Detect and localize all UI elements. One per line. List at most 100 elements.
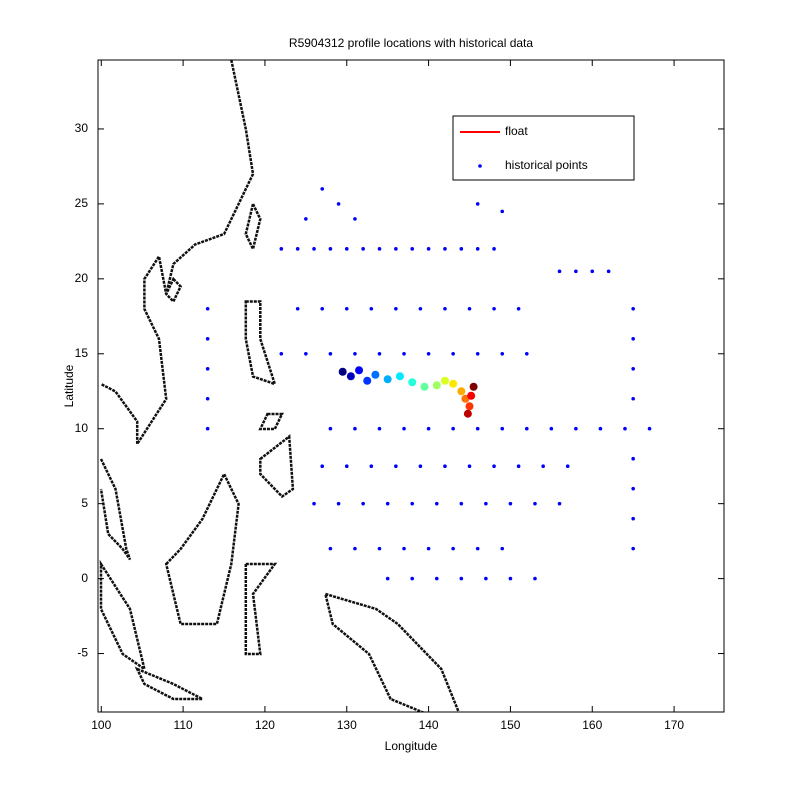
historical-point <box>475 247 480 251</box>
historical-point <box>418 464 423 468</box>
historical-point <box>295 247 300 251</box>
historical-point <box>557 269 562 274</box>
float-point <box>469 382 478 391</box>
historical-point <box>410 501 415 506</box>
coastline <box>244 300 277 386</box>
coastlines <box>99 60 461 712</box>
x-tick-label: 130 <box>337 718 357 732</box>
x-tick-label: 170 <box>664 718 684 732</box>
historical-point <box>467 307 472 311</box>
historical-point <box>328 351 333 356</box>
historical-point <box>443 464 447 468</box>
coastline <box>164 276 183 304</box>
historical-point <box>574 269 578 274</box>
historical-point <box>385 501 390 506</box>
y-axis-label: Latitude <box>62 364 76 407</box>
legend-box <box>452 115 635 181</box>
coastline <box>323 592 461 712</box>
historical-point <box>434 501 439 506</box>
historical-point <box>279 351 284 356</box>
historical-point <box>353 426 357 431</box>
historical-point <box>418 307 423 311</box>
historical-point <box>451 426 455 431</box>
x-tick-label: 100 <box>91 718 111 732</box>
historical-point <box>205 366 210 371</box>
historical-point <box>606 269 611 274</box>
float-point <box>346 372 355 381</box>
historical-point <box>623 426 627 431</box>
historical-point <box>541 464 545 468</box>
historical-point <box>205 336 210 341</box>
historical-point <box>344 247 349 251</box>
historical-point <box>557 501 562 506</box>
historical-point <box>344 464 349 468</box>
historical-point <box>508 576 513 581</box>
historical-point <box>328 426 333 431</box>
float-point <box>395 372 404 381</box>
historical-point <box>361 247 365 251</box>
float-point <box>467 391 476 400</box>
historical-point <box>459 247 464 251</box>
historical-point <box>647 426 652 431</box>
historical-point <box>500 546 505 551</box>
historical-point <box>492 307 496 311</box>
x-tick-label: 110 <box>174 718 193 732</box>
historical-point <box>369 464 374 468</box>
historical-point <box>353 217 357 221</box>
historical-point <box>320 187 325 191</box>
legend-swatch <box>478 164 482 168</box>
historical-point <box>524 351 529 356</box>
historical-point <box>312 247 316 251</box>
historical-point <box>500 426 505 431</box>
historical-point <box>459 501 464 506</box>
coastline <box>99 458 132 561</box>
historical-point <box>533 576 537 581</box>
historical-point <box>631 546 635 551</box>
historical-point <box>336 202 341 206</box>
historical-point <box>279 247 284 251</box>
float-point <box>355 366 364 375</box>
x-tick-label: 120 <box>255 718 275 732</box>
historical-point <box>336 501 341 506</box>
historical-point <box>492 464 496 468</box>
historical-point <box>500 351 505 356</box>
y-tick-label: 30 <box>75 121 89 135</box>
coastline <box>100 60 255 449</box>
legend-label: float <box>505 124 528 138</box>
y-tick-label: 20 <box>75 271 89 285</box>
historical-point <box>320 307 325 311</box>
historical-point <box>295 307 300 311</box>
historical-point <box>508 501 513 506</box>
historical-point <box>598 426 603 431</box>
historical-point <box>631 336 635 341</box>
historical-point <box>451 546 455 551</box>
historical-point <box>377 426 382 431</box>
y-tick-label: 5 <box>81 496 88 510</box>
historical-point <box>353 546 357 551</box>
historical-point <box>394 307 398 311</box>
historical-point <box>574 426 578 431</box>
historical-point <box>451 351 455 356</box>
coastline <box>244 562 278 656</box>
historical-point <box>631 396 635 401</box>
y-tick-label: 0 <box>81 571 88 585</box>
historical-point <box>631 486 635 491</box>
historical-point <box>426 426 431 431</box>
y-tick-label: -5 <box>77 646 88 660</box>
historical-point <box>443 307 447 311</box>
y-tick-label: 10 <box>75 421 89 435</box>
historical-point <box>304 217 308 221</box>
coastline <box>259 434 295 499</box>
y-tick-label: 15 <box>75 346 89 360</box>
historical-point <box>394 464 398 468</box>
float-point <box>383 375 392 384</box>
historical-point <box>402 351 406 356</box>
coastline <box>258 412 284 431</box>
historical-point <box>484 501 488 506</box>
historical-point <box>565 464 570 468</box>
historical-point <box>631 516 635 521</box>
historical-point <box>377 351 382 356</box>
float-point <box>371 370 380 379</box>
plot-frame <box>97 59 725 713</box>
